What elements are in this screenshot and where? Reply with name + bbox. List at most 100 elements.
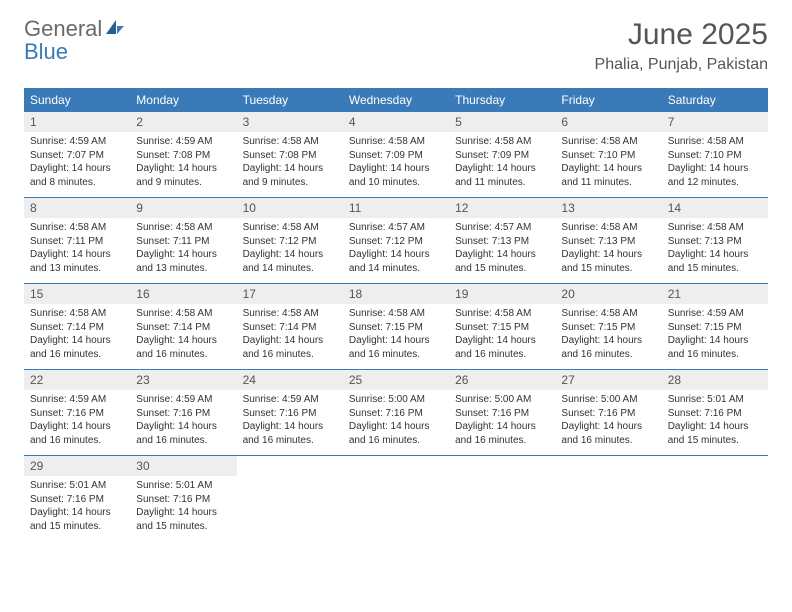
sunset-text: Sunset: 7:09 PM <box>455 149 549 163</box>
day-cell: 17Sunrise: 4:58 AMSunset: 7:14 PMDayligh… <box>237 284 343 369</box>
day-number: 8 <box>24 198 130 218</box>
day-number: 14 <box>662 198 768 218</box>
day-body: Sunrise: 4:58 AMSunset: 7:10 PMDaylight:… <box>662 132 768 197</box>
day-number: 6 <box>555 112 661 132</box>
week-row: 1Sunrise: 4:59 AMSunset: 7:07 PMDaylight… <box>24 112 768 198</box>
sunrise-text: Sunrise: 4:58 AM <box>243 135 337 149</box>
sunrise-text: Sunrise: 4:59 AM <box>30 393 124 407</box>
day-number: 19 <box>449 284 555 304</box>
day-cell <box>555 456 661 541</box>
day-number: 5 <box>449 112 555 132</box>
day-number <box>662 456 768 476</box>
day-number: 4 <box>343 112 449 132</box>
daylight-text: Daylight: 14 hours and 14 minutes. <box>243 248 337 275</box>
day-header: Tuesday <box>237 88 343 112</box>
sunrise-text: Sunrise: 5:00 AM <box>455 393 549 407</box>
day-body: Sunrise: 5:01 AMSunset: 7:16 PMDaylight:… <box>24 476 130 541</box>
sunrise-text: Sunrise: 4:59 AM <box>243 393 337 407</box>
sunrise-text: Sunrise: 4:58 AM <box>349 135 443 149</box>
daylight-text: Daylight: 14 hours and 16 minutes. <box>455 420 549 447</box>
day-cell: 19Sunrise: 4:58 AMSunset: 7:15 PMDayligh… <box>449 284 555 369</box>
sunrise-text: Sunrise: 4:58 AM <box>668 221 762 235</box>
sunrise-text: Sunrise: 5:00 AM <box>349 393 443 407</box>
sunrise-text: Sunrise: 4:59 AM <box>668 307 762 321</box>
day-cell: 16Sunrise: 4:58 AMSunset: 7:14 PMDayligh… <box>130 284 236 369</box>
sunset-text: Sunset: 7:15 PM <box>668 321 762 335</box>
day-body: Sunrise: 5:01 AMSunset: 7:16 PMDaylight:… <box>662 390 768 455</box>
sunrise-text: Sunrise: 5:01 AM <box>30 479 124 493</box>
day-number: 30 <box>130 456 236 476</box>
day-cell: 5Sunrise: 4:58 AMSunset: 7:09 PMDaylight… <box>449 112 555 197</box>
day-body: Sunrise: 5:01 AMSunset: 7:16 PMDaylight:… <box>130 476 236 541</box>
day-number <box>343 456 449 476</box>
sunrise-text: Sunrise: 4:58 AM <box>561 135 655 149</box>
daylight-text: Daylight: 14 hours and 9 minutes. <box>243 162 337 189</box>
day-number: 11 <box>343 198 449 218</box>
daylight-text: Daylight: 14 hours and 16 minutes. <box>561 420 655 447</box>
sunrise-text: Sunrise: 4:58 AM <box>136 307 230 321</box>
sunset-text: Sunset: 7:13 PM <box>455 235 549 249</box>
day-cell: 4Sunrise: 4:58 AMSunset: 7:09 PMDaylight… <box>343 112 449 197</box>
sunrise-text: Sunrise: 4:57 AM <box>455 221 549 235</box>
week-row: 22Sunrise: 4:59 AMSunset: 7:16 PMDayligh… <box>24 370 768 456</box>
sunrise-text: Sunrise: 4:58 AM <box>561 221 655 235</box>
sunset-text: Sunset: 7:16 PM <box>349 407 443 421</box>
day-cell: 30Sunrise: 5:01 AMSunset: 7:16 PMDayligh… <box>130 456 236 541</box>
location-text: Phalia, Punjab, Pakistan <box>595 56 768 74</box>
sunrise-text: Sunrise: 4:59 AM <box>136 393 230 407</box>
day-number: 9 <box>130 198 236 218</box>
week-row: 15Sunrise: 4:58 AMSunset: 7:14 PMDayligh… <box>24 284 768 370</box>
sunset-text: Sunset: 7:16 PM <box>136 407 230 421</box>
day-body: Sunrise: 4:59 AMSunset: 7:07 PMDaylight:… <box>24 132 130 197</box>
daylight-text: Daylight: 14 hours and 16 minutes. <box>455 334 549 361</box>
sunrise-text: Sunrise: 4:58 AM <box>455 307 549 321</box>
day-body: Sunrise: 4:59 AMSunset: 7:16 PMDaylight:… <box>24 390 130 455</box>
day-body: Sunrise: 4:59 AMSunset: 7:08 PMDaylight:… <box>130 132 236 197</box>
sunrise-text: Sunrise: 4:58 AM <box>349 307 443 321</box>
day-cell: 27Sunrise: 5:00 AMSunset: 7:16 PMDayligh… <box>555 370 661 455</box>
sunset-text: Sunset: 7:16 PM <box>30 407 124 421</box>
day-number: 21 <box>662 284 768 304</box>
sunset-text: Sunset: 7:16 PM <box>136 493 230 507</box>
sunset-text: Sunset: 7:14 PM <box>136 321 230 335</box>
sunset-text: Sunset: 7:08 PM <box>136 149 230 163</box>
day-body: Sunrise: 4:57 AMSunset: 7:12 PMDaylight:… <box>343 218 449 283</box>
sunset-text: Sunset: 7:15 PM <box>561 321 655 335</box>
day-body: Sunrise: 4:58 AMSunset: 7:12 PMDaylight:… <box>237 218 343 283</box>
day-cell: 6Sunrise: 4:58 AMSunset: 7:10 PMDaylight… <box>555 112 661 197</box>
day-body: Sunrise: 4:58 AMSunset: 7:13 PMDaylight:… <box>662 218 768 283</box>
sunset-text: Sunset: 7:09 PM <box>349 149 443 163</box>
day-number: 3 <box>237 112 343 132</box>
day-cell: 11Sunrise: 4:57 AMSunset: 7:12 PMDayligh… <box>343 198 449 283</box>
sunset-text: Sunset: 7:07 PM <box>30 149 124 163</box>
daylight-text: Daylight: 14 hours and 16 minutes. <box>243 334 337 361</box>
sunset-text: Sunset: 7:10 PM <box>561 149 655 163</box>
day-body: Sunrise: 4:59 AMSunset: 7:16 PMDaylight:… <box>130 390 236 455</box>
sail-icon <box>104 18 126 41</box>
daylight-text: Daylight: 14 hours and 15 minutes. <box>668 420 762 447</box>
daylight-text: Daylight: 14 hours and 16 minutes. <box>349 334 443 361</box>
day-header: Thursday <box>449 88 555 112</box>
daylight-text: Daylight: 14 hours and 16 minutes. <box>561 334 655 361</box>
sunset-text: Sunset: 7:08 PM <box>243 149 337 163</box>
weeks-container: 1Sunrise: 4:59 AMSunset: 7:07 PMDaylight… <box>24 112 768 541</box>
day-number: 25 <box>343 370 449 390</box>
day-body: Sunrise: 4:58 AMSunset: 7:15 PMDaylight:… <box>449 304 555 369</box>
logo-text-blue: Blue <box>24 39 68 64</box>
day-cell: 12Sunrise: 4:57 AMSunset: 7:13 PMDayligh… <box>449 198 555 283</box>
sunrise-text: Sunrise: 4:58 AM <box>668 135 762 149</box>
daylight-text: Daylight: 14 hours and 16 minutes. <box>30 334 124 361</box>
day-number: 27 <box>555 370 661 390</box>
day-number: 18 <box>343 284 449 304</box>
sunset-text: Sunset: 7:12 PM <box>349 235 443 249</box>
day-cell: 22Sunrise: 4:59 AMSunset: 7:16 PMDayligh… <box>24 370 130 455</box>
day-body: Sunrise: 4:58 AMSunset: 7:15 PMDaylight:… <box>343 304 449 369</box>
week-row: 8Sunrise: 4:58 AMSunset: 7:11 PMDaylight… <box>24 198 768 284</box>
sunset-text: Sunset: 7:16 PM <box>30 493 124 507</box>
day-cell: 9Sunrise: 4:58 AMSunset: 7:11 PMDaylight… <box>130 198 236 283</box>
day-cell: 7Sunrise: 4:58 AMSunset: 7:10 PMDaylight… <box>662 112 768 197</box>
day-body: Sunrise: 4:58 AMSunset: 7:14 PMDaylight:… <box>130 304 236 369</box>
day-body: Sunrise: 4:58 AMSunset: 7:09 PMDaylight:… <box>449 132 555 197</box>
day-number: 12 <box>449 198 555 218</box>
daylight-text: Daylight: 14 hours and 16 minutes. <box>349 420 443 447</box>
